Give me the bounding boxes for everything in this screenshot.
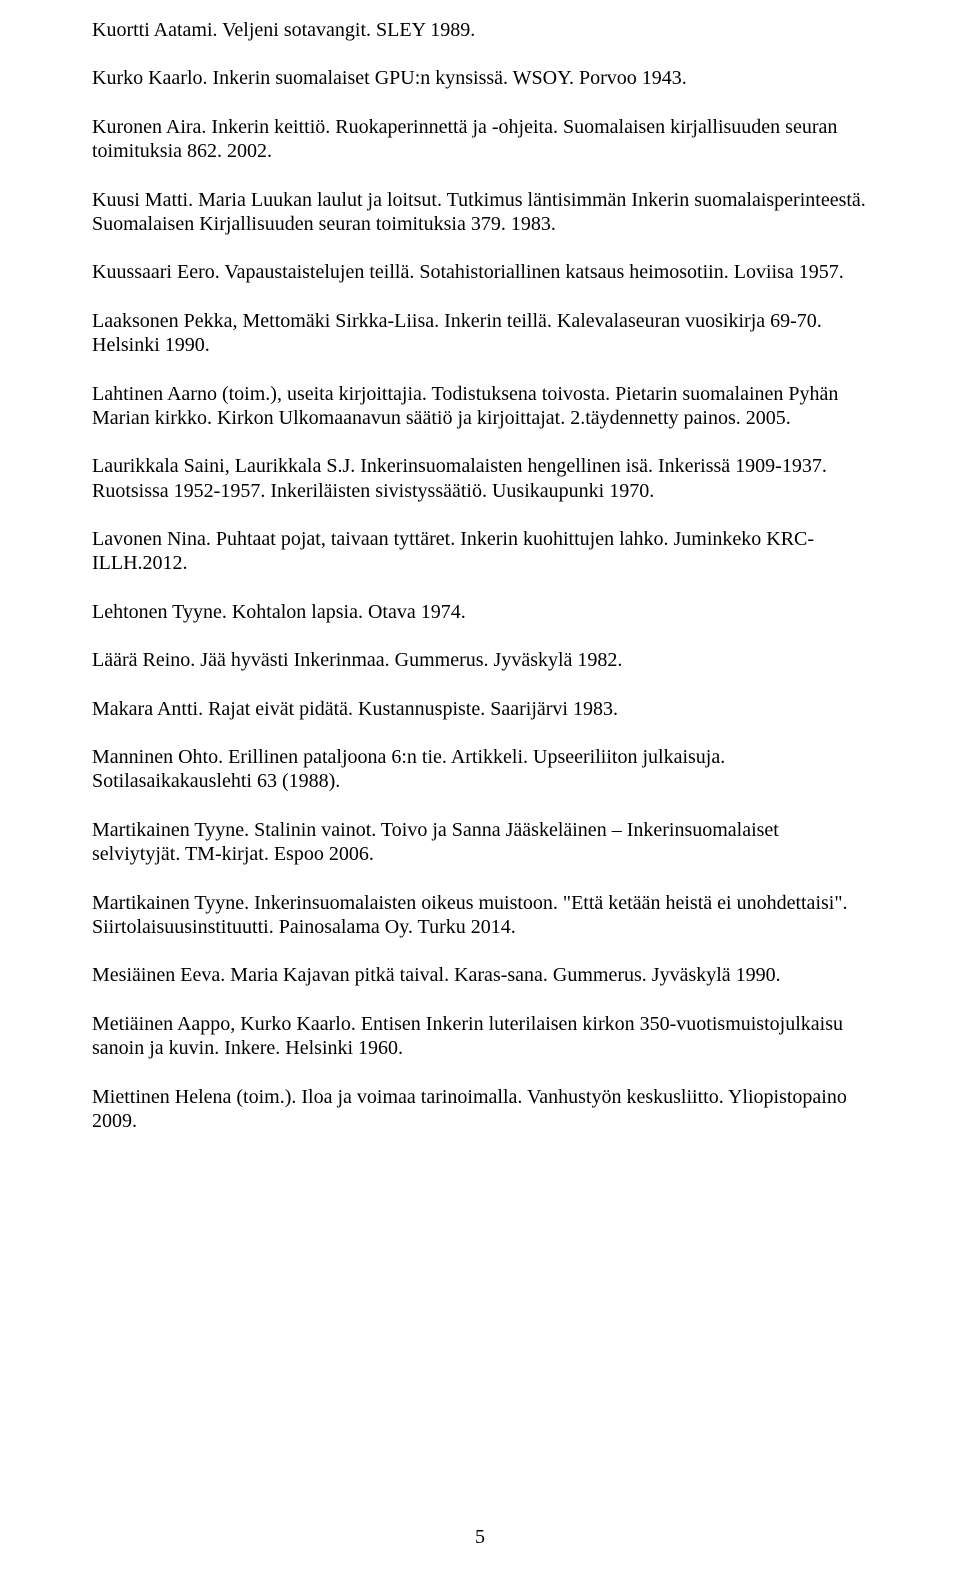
- bibliography-entry: Mesiäinen Eeva. Maria Kajavan pitkä taiv…: [92, 963, 868, 987]
- bibliography-entry: Martikainen Tyyne. Stalinin vainot. Toiv…: [92, 818, 868, 867]
- bibliography-entry: Laaksonen Pekka, Mettomäki Sirkka-Liisa.…: [92, 309, 868, 358]
- bibliography-entry: Miettinen Helena (toim.). Iloa ja voimaa…: [92, 1085, 868, 1134]
- bibliography-entry: Laurikkala Saini, Laurikkala S.J. Inkeri…: [92, 454, 868, 503]
- bibliography-entry: Kuussaari Eero. Vapaustaistelujen teillä…: [92, 260, 868, 284]
- bibliography-entry: Kurko Kaarlo. Inkerin suomalaiset GPU:n …: [92, 66, 868, 90]
- bibliography-entry: Kuronen Aira. Inkerin keittiö. Ruokaperi…: [92, 115, 868, 164]
- bibliography-entry: Kuortti Aatami. Veljeni sotavangit. SLEY…: [92, 18, 868, 42]
- bibliography-entry: Martikainen Tyyne. Inkerinsuomalaisten o…: [92, 891, 868, 940]
- bibliography-entry: Manninen Ohto. Erillinen pataljoona 6:n …: [92, 745, 868, 794]
- bibliography-entry: Metiäinen Aappo, Kurko Kaarlo. Entisen I…: [92, 1012, 868, 1061]
- bibliography-entry: Läärä Reino. Jää hyvästi Inkerinmaa. Gum…: [92, 648, 868, 672]
- bibliography-entry: Kuusi Matti. Maria Luukan laulut ja loit…: [92, 188, 868, 237]
- page-number: 5: [0, 1526, 960, 1549]
- bibliography-entry: Lavonen Nina. Puhtaat pojat, taivaan tyt…: [92, 527, 868, 576]
- bibliography-entry: Lahtinen Aarno (toim.), useita kirjoitta…: [92, 382, 868, 431]
- bibliography-entry: Makara Antti. Rajat eivät pidätä. Kustan…: [92, 697, 868, 721]
- bibliography-entry: Lehtonen Tyyne. Kohtalon lapsia. Otava 1…: [92, 600, 868, 624]
- document-page: Kuortti Aatami. Veljeni sotavangit. SLEY…: [0, 0, 960, 1573]
